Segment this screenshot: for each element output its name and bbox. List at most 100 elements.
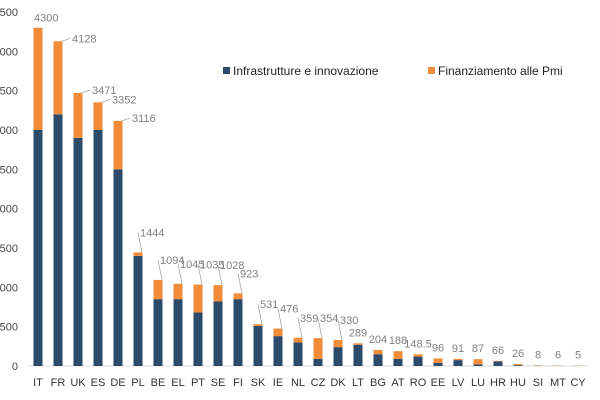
x-tick-label-at: AT [391, 377, 405, 389]
bar-lt-infrastrutture-e-innovazione [353, 344, 363, 366]
bar-lt-finanziamento-alle-pmi [353, 343, 363, 345]
y-tick-label-1500: 1500 [0, 243, 18, 255]
y-tick-label-3000: 3000 [0, 125, 18, 137]
y-tick-label-500: 500 [0, 322, 18, 334]
label-leader-ie [277, 308, 283, 329]
label-leader-sk [257, 304, 263, 325]
x-tick-label-fi: FI [233, 377, 243, 389]
bar-fr-infrastrutture-e-innovazione [53, 114, 63, 367]
bar-ee-infrastrutture-e-innovazione [433, 362, 443, 366]
bar-uk-infrastrutture-e-innovazione [73, 137, 83, 366]
bar-ie-infrastrutture-e-innovazione [273, 336, 283, 366]
bar-lu-infrastrutture-e-innovazione [473, 364, 483, 366]
total-label-sk: 531 [260, 299, 278, 311]
total-label-si: 8 [535, 349, 541, 361]
bar-it-infrastrutture-e-innovazione [33, 130, 43, 366]
bar-at-infrastrutture-e-innovazione [393, 358, 403, 366]
total-label-se: 1028 [220, 260, 244, 272]
total-label-de: 3116 [132, 113, 156, 125]
x-tick-label-se: SE [211, 377, 226, 389]
label-leader-nl [297, 317, 303, 338]
x-tick-label-hu: HU [510, 377, 526, 389]
label-leader-pl [137, 232, 143, 253]
total-label-ee: 96 [432, 342, 444, 354]
bar-pl-infrastrutture-e-innovazione [133, 255, 143, 366]
total-label-lv: 91 [452, 343, 464, 355]
bar-pt-infrastrutture-e-innovazione [193, 312, 203, 366]
bar-fi-infrastrutture-e-innovazione [233, 299, 243, 366]
total-label-at: 188 [389, 335, 407, 347]
legend-label-infrastrutture: Infrastrutture e innovazione [233, 64, 379, 78]
total-label-fr: 4128 [72, 33, 96, 45]
label-leader-cz [317, 318, 323, 339]
bar-lv-infrastrutture-e-innovazione [453, 360, 463, 366]
x-tick-label-mt: MT [550, 377, 566, 389]
x-tick-label-si: SI [533, 377, 543, 389]
legend: Infrastrutture e innovazione Finanziamen… [223, 64, 563, 78]
label-leader-uk [81, 89, 91, 94]
x-tick-label-ro: RO [410, 377, 427, 389]
bar-lv-finanziamento-alle-pmi [453, 358, 463, 361]
y-tick-label-2500: 2500 [0, 164, 18, 176]
x-tick-label-pt: PT [191, 377, 205, 389]
label-leader-pt [197, 264, 203, 285]
bar-es-finanziamento-alle-pmi [93, 102, 103, 130]
bar-be-infrastrutture-e-innovazione [153, 299, 163, 366]
x-tick-label-es: ES [91, 377, 106, 389]
bar-hu-infrastrutture-e-innovazione [513, 365, 523, 366]
x-tick-label-dk: DK [330, 377, 346, 389]
data-labels-group: 4300412834713352311614441094104510351028… [34, 13, 581, 362]
bar-ee-finanziamento-alle-pmi [433, 358, 443, 363]
bar-el-finanziamento-alle-pmi [173, 283, 183, 300]
x-tick-label-el: EL [171, 377, 184, 389]
label-leader-de [121, 117, 131, 122]
bar-de-finanziamento-alle-pmi [113, 120, 123, 170]
bar-dk-finanziamento-alle-pmi [333, 340, 343, 348]
bar-nl-finanziamento-alle-pmi [293, 337, 303, 343]
total-label-bg: 204 [369, 334, 387, 346]
label-leader-el [177, 263, 183, 284]
x-tick-label-pl: PL [131, 377, 144, 389]
total-label-cz: 354 [320, 313, 338, 325]
legend-label-pmi: Finanziamento alle Pmi [438, 64, 563, 78]
y-tick-label-4500: 4500 [0, 7, 18, 19]
total-label-hu: 26 [512, 348, 524, 360]
y-tick-label-0: 0 [12, 361, 18, 373]
bar-pt-finanziamento-alle-pmi [193, 284, 203, 313]
total-label-dk: 330 [340, 315, 358, 327]
label-leader-se [217, 265, 223, 286]
label-leader-fi [237, 273, 243, 294]
x-tick-label-it: IT [33, 377, 43, 389]
total-label-nl: 359 [300, 313, 318, 325]
bar-sk-finanziamento-alle-pmi [253, 324, 263, 326]
y-tick-label-3500: 3500 [0, 86, 18, 98]
total-label-fi: 923 [240, 268, 258, 280]
x-tick-label-sk: SK [251, 377, 266, 389]
bar-ro-finanziamento-alle-pmi [413, 354, 423, 357]
x-tick-label-lt: LT [352, 377, 364, 389]
total-label-uk: 3471 [92, 85, 116, 97]
total-label-cy: 5 [575, 350, 581, 362]
bar-cz-infrastrutture-e-innovazione [313, 358, 323, 366]
x-tick-label-cy: CY [570, 377, 586, 389]
bar-ro-infrastrutture-e-innovazione [413, 356, 423, 366]
bar-lu-finanziamento-alle-pmi [473, 359, 483, 365]
y-tick-label-1000: 1000 [0, 282, 18, 294]
total-label-ie: 476 [280, 304, 298, 316]
bar-dk-infrastrutture-e-innovazione [333, 347, 343, 366]
label-leader-dk [337, 319, 343, 341]
legend-swatch-infrastrutture [223, 67, 230, 74]
x-tick-label-de: DE [110, 377, 125, 389]
total-label-hr: 66 [492, 345, 504, 357]
total-label-it: 4300 [34, 13, 58, 25]
x-tick-label-bg: BG [370, 377, 386, 389]
x-tick-label-cz: CZ [311, 377, 326, 389]
bar-se-infrastrutture-e-innovazione [213, 301, 223, 366]
total-label-mt: 6 [555, 350, 561, 362]
label-leader-fr [61, 37, 71, 42]
label-leader-be [157, 259, 163, 281]
bar-ie-finanziamento-alle-pmi [273, 328, 283, 337]
bar-se-finanziamento-alle-pmi [213, 285, 223, 302]
x-tick-label-lu: LU [471, 377, 485, 389]
